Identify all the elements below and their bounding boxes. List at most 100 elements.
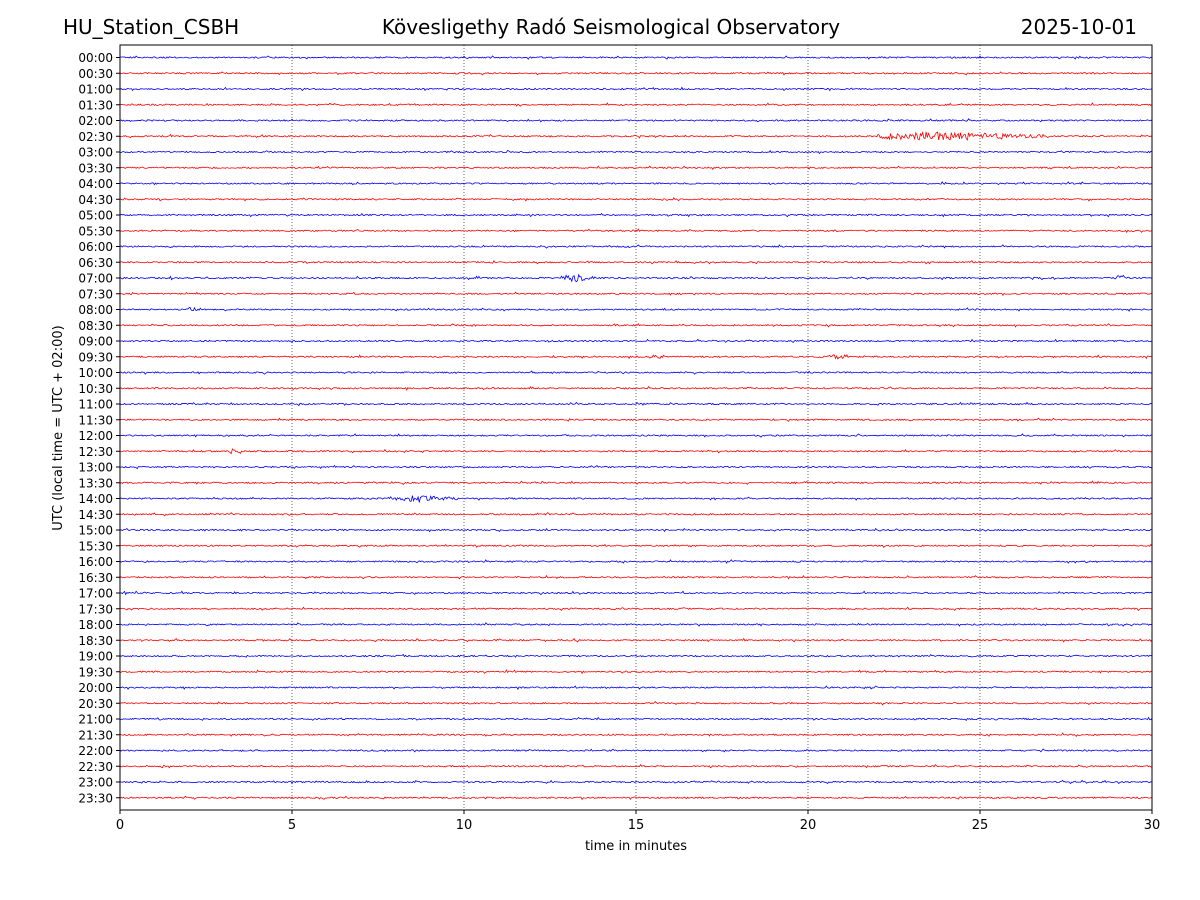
- y-tick-label: 11:30: [78, 413, 113, 427]
- y-tick-label: 16:30: [78, 571, 113, 585]
- y-tick-label: 05:00: [78, 209, 113, 223]
- y-tick-label: 13:00: [78, 461, 113, 475]
- trace-0700: [119, 273, 1153, 283]
- trace-1730: [119, 606, 1153, 612]
- trace-2300: [119, 779, 1153, 785]
- trace-0400: [119, 181, 1153, 186]
- y-tick-label: 20:00: [78, 681, 113, 695]
- y-tick-label: 18:00: [78, 618, 113, 632]
- trace-1430: [119, 512, 1153, 517]
- trace-0500: [119, 212, 1153, 218]
- y-tick-label: 23:30: [78, 791, 113, 805]
- x-tick-label: 15: [628, 818, 645, 833]
- trace-2000: [119, 685, 1153, 690]
- trace-1530: [119, 543, 1153, 549]
- x-tick-label: 25: [972, 818, 989, 833]
- y-tick-label: 01:30: [78, 98, 113, 112]
- y-tick-label: 15:30: [78, 539, 113, 553]
- y-tick-label: 21:30: [78, 728, 113, 742]
- trace-0130: [119, 102, 1153, 107]
- trace-0200: [119, 118, 1153, 123]
- y-tick-label: 12:30: [78, 445, 113, 459]
- y-tick-label: 06:30: [78, 256, 113, 270]
- trace-0630: [119, 259, 1153, 265]
- grid-layer: [291, 45, 981, 810]
- trace-2100: [119, 716, 1153, 722]
- y-tick-label: 10:30: [78, 382, 113, 396]
- y-tick-label: 08:00: [78, 303, 113, 317]
- trace-2330: [119, 795, 1153, 801]
- trace-1900: [119, 653, 1153, 658]
- trace-0430: [119, 196, 1153, 202]
- y-tick-label: 19:30: [78, 665, 113, 679]
- trace-2130: [119, 732, 1153, 737]
- y-tick-label: 00:30: [78, 67, 113, 81]
- x-tick-label: 30: [1144, 818, 1161, 833]
- y-tick-label: 01:00: [78, 83, 113, 97]
- trace-0030: [119, 71, 1153, 76]
- y-tick-label: 03:30: [78, 161, 113, 175]
- trace-0000: [119, 55, 1153, 60]
- y-tick-label: 13:30: [78, 476, 113, 490]
- chart-date: 2025-10-01: [1020, 15, 1137, 39]
- y-tick-label: 09:00: [78, 335, 113, 349]
- trace-1300: [119, 464, 1153, 470]
- y-tick-label: 22:00: [78, 744, 113, 758]
- trace-1130: [119, 417, 1153, 423]
- trace-1830: [119, 637, 1153, 643]
- trace-2230: [119, 764, 1153, 769]
- trace-1700: [119, 590, 1153, 596]
- y-tick-label: 16:00: [78, 555, 113, 569]
- y-tick-label: 15:00: [78, 524, 113, 538]
- y-axis-label: UTC (local time = UTC + 02:00): [51, 325, 66, 530]
- trace-2030: [119, 701, 1153, 706]
- x-tick-label: 0: [116, 818, 124, 833]
- y-tick-label: 11:00: [78, 398, 113, 412]
- trace-1400: [119, 495, 1153, 503]
- y-tick-label: 00:00: [78, 51, 113, 65]
- trace-0330: [119, 165, 1153, 171]
- trace-0900: [119, 338, 1153, 344]
- trace-0830: [119, 322, 1153, 328]
- y-tick-label: 09:30: [78, 350, 113, 364]
- y-tick-label: 23:00: [78, 776, 113, 790]
- trace-1930: [119, 669, 1153, 675]
- y-tick-label: 14:30: [78, 508, 113, 522]
- trace-0730: [119, 291, 1153, 297]
- y-tick-label: 04:00: [78, 177, 113, 191]
- x-axis: 0 5 10 15 20 25 30: [116, 810, 1160, 833]
- x-tick-label: 10: [456, 818, 473, 833]
- y-tick-label: 07:00: [78, 272, 113, 286]
- y-tick-label: 14:00: [78, 492, 113, 506]
- trace-1030: [119, 385, 1153, 391]
- y-tick-label: 19:00: [78, 650, 113, 664]
- x-axis-label: time in minutes: [585, 839, 687, 854]
- trace-0930: [119, 354, 1153, 360]
- y-tick-label: 02:30: [78, 130, 113, 144]
- trace-1800: [119, 622, 1153, 627]
- trace-1500: [119, 527, 1153, 533]
- trace-0300: [119, 149, 1153, 155]
- y-tick-label: 07:30: [78, 287, 113, 301]
- station-name: HU_Station_CSBH: [63, 15, 240, 39]
- x-tick-label: 20: [800, 818, 817, 833]
- trace-0530: [119, 228, 1153, 234]
- trace-1100: [119, 401, 1153, 407]
- chart-title: Kövesligethy Radó Seismological Observat…: [381, 15, 841, 39]
- y-tick-label: 21:00: [78, 713, 113, 727]
- trace-2200: [119, 748, 1153, 753]
- y-tick-label: 17:30: [78, 602, 113, 616]
- y-tick-label: 10:00: [78, 366, 113, 380]
- y-tick-label: 04:30: [78, 193, 113, 207]
- trace-layer: [119, 55, 1153, 801]
- trace-0230: [119, 131, 1153, 141]
- y-tick-label: 05:30: [78, 224, 113, 238]
- y-tick-label: 06:00: [78, 240, 113, 254]
- trace-0600: [119, 244, 1153, 249]
- y-tick-label: 02:00: [78, 114, 113, 128]
- trace-1000: [119, 370, 1153, 375]
- trace-1330: [119, 480, 1153, 485]
- trace-1200: [119, 433, 1153, 438]
